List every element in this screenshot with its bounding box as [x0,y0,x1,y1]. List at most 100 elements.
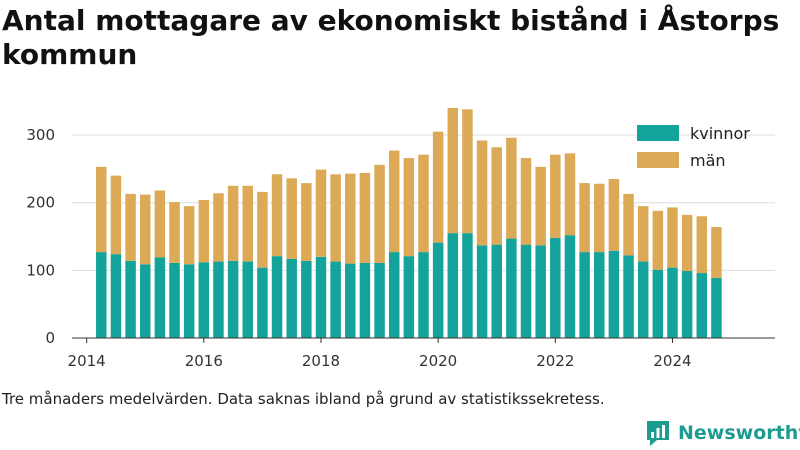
bar-man [403,158,415,257]
brand-name: Newsworthy [678,422,800,444]
chart: 0 100 200 300 2014 2016 2018 2020 2022 2024 kvin… [26,108,775,370]
x-tick-label: 2018 [302,352,340,370]
bar-man [359,172,371,263]
y-axis: 0 100 200 300 [26,126,55,347]
x-tick-label: 2024 [653,352,691,370]
bar-man [579,183,590,253]
bar-man [623,193,634,256]
bar-man [594,183,605,253]
bar-kvinnor [96,252,107,338]
y-tick-label: 300 [26,126,55,144]
bar-kvinnor [169,262,180,338]
y-tick-label: 0 [45,329,55,347]
brand-logo[interactable]: Newsworthy [645,418,800,448]
bar-kvinnor [110,254,122,338]
bar-kvinnor [681,271,693,338]
bar-kvinnor [359,262,371,338]
bar-man [491,147,502,245]
bar-kvinnor [154,257,166,338]
bar-man [652,210,664,270]
chart-title: Antal mottagare av ekonomiskt bistånd i … [2,4,780,71]
bar-man [169,202,180,263]
legend-swatch-man [637,152,679,168]
bar-kvinnor [183,264,195,338]
bar-man [315,169,327,257]
bar-kvinnor [242,261,253,338]
bar-kvinnor [213,261,224,338]
bar-kvinnor [579,252,590,338]
bar-man [286,178,297,259]
legend-label-man: män [690,151,726,170]
bar-kvinnor [257,267,268,338]
bar-man [462,109,473,234]
bar-kvinnor [491,244,502,338]
bar-kvinnor [667,267,678,338]
bar-kvinnor [447,233,459,338]
bar-man [271,174,283,257]
legend: kvinnor män [637,124,750,170]
bar-man [345,173,356,264]
bars [96,108,722,338]
bar-kvinnor [535,245,546,338]
bar-kvinnor [476,245,488,338]
bar-kvinnor [125,260,136,338]
bar-kvinnor [271,256,283,338]
bar-kvinnor [286,258,297,338]
legend-swatch-kvinnor [637,125,679,141]
bar-kvinnor [550,237,561,338]
x-tick-label: 2016 [185,352,223,370]
bar-man [637,206,649,262]
bar-kvinnor [608,250,620,338]
bar-man [227,185,239,261]
bar-man [550,154,561,238]
y-tick-label: 100 [26,261,55,279]
bar-man [418,154,429,253]
bar-man [388,150,400,253]
bar-man [696,216,708,274]
bar-man [520,158,532,245]
bar-kvinnor [696,273,708,338]
bar-kvinnor [623,255,634,338]
bar-kvinnor [462,233,473,338]
bar-kvinnor [432,242,444,338]
bar-man [506,137,517,239]
bar-kvinnor [711,277,722,338]
bar-man [183,206,195,265]
x-tick-label: 2022 [536,352,574,370]
bar-kvinnor [330,261,341,338]
bar-kvinnor [301,260,312,338]
bar-man [154,190,166,258]
bar-kvinnor [506,238,517,338]
bar-man [125,193,136,261]
bar-kvinnor [403,256,415,338]
bar-kvinnor [315,256,327,338]
bar-man [711,227,722,278]
bar-man [110,175,122,255]
bar-man [213,193,224,262]
bar-man [96,166,107,253]
bar-man [257,191,268,268]
bar-man [242,185,253,262]
footnote: Tre månaders medelvärden. Data saknas ib… [2,390,605,408]
bar-man [432,131,444,243]
bar-man [447,108,459,234]
bar-man [608,179,620,251]
bar-kvinnor [652,269,664,338]
legend-label-kvinnor: kvinnor [690,124,750,143]
x-tick-label: 2020 [419,352,457,370]
bar-man [330,174,341,262]
bar-kvinnor [520,244,532,338]
bar-man [476,140,488,246]
bar-kvinnor [345,263,356,338]
bar-man [139,194,151,265]
bar-man [198,200,210,263]
bar-man [564,153,576,236]
bar-kvinnor [637,261,649,338]
x-tick-label: 2014 [68,352,106,370]
bar-kvinnor [227,260,239,338]
bar-kvinnor [139,264,151,338]
x-axis: 2014 2016 2018 2020 2022 2024 [68,337,775,370]
y-tick-label: 200 [26,194,55,212]
bar-kvinnor [594,252,605,338]
bar-man [301,183,312,261]
